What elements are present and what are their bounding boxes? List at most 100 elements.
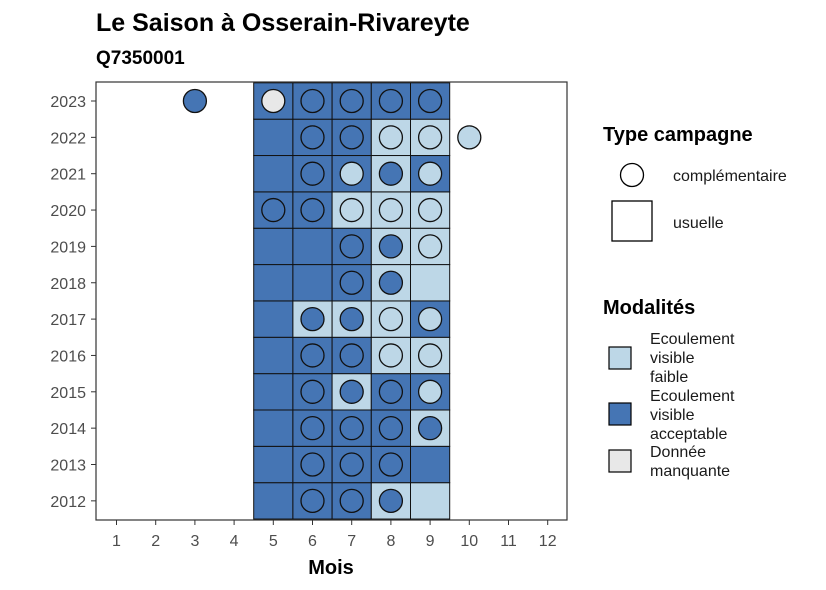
point-complementaire	[300, 197, 325, 223]
legend-shape: Type campagne complémentaire usuelle	[603, 124, 787, 242]
legend-label-acceptable: acceptable	[650, 426, 727, 443]
x-tick-label: 2	[151, 533, 160, 550]
point-complementaire	[417, 415, 443, 441]
legend-label-faible: faible	[650, 369, 688, 386]
point-complementaire	[300, 88, 325, 114]
point-complementaire	[378, 452, 404, 477]
y-axis: 2012 2013 2014 2015 2016 2017 2018 2019 2020 2021…	[50, 94, 96, 511]
legend-square-symbol	[611, 200, 653, 242]
x-tick-label: 1	[112, 533, 121, 550]
point-complementaire	[300, 125, 325, 150]
point-complementaire	[378, 379, 404, 404]
x-tick-label: 6	[308, 533, 317, 550]
legend-label-faible: Ecoulement	[650, 331, 735, 348]
point-complementaire	[339, 88, 364, 114]
tile-usuelle	[253, 336, 294, 375]
x-tick-label: 5	[269, 533, 278, 550]
point-complementaire	[378, 488, 404, 514]
point-complementaire	[417, 197, 443, 223]
legend-circle-symbol	[619, 162, 645, 188]
tile-usuelle	[253, 264, 294, 302]
point-complementaire	[300, 161, 325, 186]
point-complementaire	[378, 306, 404, 332]
y-tick-label: 2014	[50, 421, 86, 438]
y-tick-label: 2023	[50, 94, 86, 111]
point-complementaire	[378, 161, 404, 186]
chart-subtitle: Q7350001	[96, 48, 185, 69]
x-tick-label: 7	[347, 533, 356, 550]
legend-fill-title: Modalités	[603, 297, 695, 319]
y-tick-label: 2015	[50, 385, 86, 402]
tile-usuelle	[253, 482, 294, 520]
point-complementaire	[261, 197, 286, 223]
point-complementaire	[378, 125, 404, 150]
point-complementaire	[300, 415, 325, 441]
legend-entry-complementaire: complémentaire	[673, 168, 787, 185]
legend-entry-usuelle: usuelle	[673, 215, 724, 232]
y-tick-label: 2013	[50, 458, 86, 475]
y-tick-label: 2019	[50, 239, 86, 256]
y-tick-label: 2018	[50, 276, 86, 293]
point-complementaire	[300, 488, 325, 514]
tile-usuelle	[410, 445, 451, 484]
y-tick-label: 2016	[50, 348, 86, 365]
y-tick-label: 2021	[50, 167, 86, 184]
tile-usuelle	[253, 155, 294, 193]
tile-usuelle	[410, 482, 451, 520]
x-axis: 1 2 3 4 5 6 7 8 9 10 11 12	[112, 520, 557, 550]
tile-usuelle	[253, 373, 294, 411]
y-tick-label: 2020	[50, 203, 86, 220]
point-complementaire	[378, 234, 404, 259]
tile-usuelle	[292, 227, 333, 266]
legend-label-manquante: manquante	[650, 463, 730, 480]
legend-fill: Modalités Ecoulement visible faible Ecoulem…	[603, 297, 735, 480]
legend-key-manquante	[608, 449, 632, 473]
legend-key-acceptable	[608, 402, 632, 426]
legend-label-manquante: Donnée	[650, 444, 706, 461]
point-complementaire	[457, 125, 482, 150]
point-complementaire	[417, 125, 443, 150]
tile-usuelle	[253, 300, 294, 338]
x-tick-label: 12	[539, 533, 557, 550]
point-complementaire	[182, 88, 208, 114]
point-complementaire	[300, 379, 325, 404]
legend-shape-title: Type campagne	[603, 124, 753, 146]
point-complementaire	[417, 88, 443, 114]
point-complementaire	[417, 343, 443, 368]
point-complementaire	[339, 452, 364, 477]
x-tick-label: 3	[190, 533, 199, 550]
point-complementaire	[300, 306, 325, 332]
x-tick-label: 10	[460, 533, 478, 550]
point-complementaire	[300, 452, 325, 477]
x-tick-label: 11	[500, 533, 517, 550]
point-complementaire	[378, 415, 404, 441]
tile-usuelle	[410, 264, 451, 302]
x-tick-label: 4	[230, 533, 239, 550]
point-complementaire	[339, 270, 364, 295]
tile-usuelle	[253, 409, 294, 447]
point-complementaire	[417, 379, 443, 404]
point-complementaire	[339, 234, 364, 259]
x-axis-title: Mois	[308, 557, 354, 579]
point-complementaire	[417, 161, 443, 186]
tile-usuelle	[253, 445, 294, 484]
point-complementaire	[339, 197, 364, 223]
x-tick-label: 9	[426, 533, 435, 550]
legend-label-faible: visible	[650, 350, 695, 367]
point-complementaire	[339, 125, 364, 150]
point-complementaire	[339, 343, 364, 368]
point-complementaire	[339, 488, 364, 514]
point-complementaire	[339, 379, 364, 404]
point-complementaire	[417, 234, 443, 259]
point-complementaire	[378, 88, 404, 114]
y-tick-label: 2017	[50, 312, 86, 329]
circles-layer	[182, 88, 482, 514]
tile-usuelle	[292, 264, 333, 302]
point-complementaire	[378, 197, 404, 223]
point-complementaire	[339, 306, 364, 332]
y-tick-label: 2012	[50, 494, 86, 511]
legend-key-faible	[608, 346, 632, 370]
plot-border	[95, 81, 568, 521]
tile-usuelle	[253, 118, 294, 157]
point-complementaire	[417, 306, 443, 332]
